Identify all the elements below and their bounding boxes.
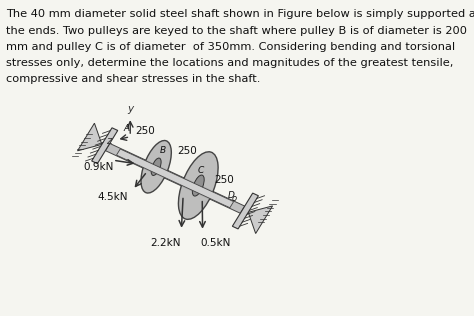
Text: 250: 250 bbox=[135, 126, 155, 136]
Text: 2.2kN: 2.2kN bbox=[150, 238, 181, 248]
Text: mm and pulley C is of diameter  of 350mm. Considering bending and torsional: mm and pulley C is of diameter of 350mm.… bbox=[6, 42, 455, 52]
Polygon shape bbox=[232, 193, 258, 229]
Text: the ends. Two pulleys are keyed to the shaft where pulley B is of diameter is 20: the ends. Two pulleys are keyed to the s… bbox=[6, 26, 467, 35]
Text: A: A bbox=[124, 124, 130, 133]
Text: o: o bbox=[232, 194, 237, 203]
Text: stresses only, determine the locations and magnitudes of the greatest tensile,: stresses only, determine the locations a… bbox=[6, 58, 453, 68]
Ellipse shape bbox=[151, 158, 161, 175]
Text: y: y bbox=[127, 104, 133, 113]
Ellipse shape bbox=[192, 175, 204, 196]
Text: compressive and shear stresses in the shaft.: compressive and shear stresses in the sh… bbox=[6, 74, 260, 84]
Text: D: D bbox=[228, 191, 235, 200]
Text: C: C bbox=[197, 166, 203, 175]
Polygon shape bbox=[117, 149, 234, 208]
Text: z: z bbox=[106, 137, 111, 146]
Polygon shape bbox=[248, 206, 273, 234]
Polygon shape bbox=[105, 143, 245, 213]
Ellipse shape bbox=[178, 152, 218, 219]
Text: 250: 250 bbox=[214, 175, 234, 185]
Text: 0.5kN: 0.5kN bbox=[201, 238, 231, 248]
Polygon shape bbox=[91, 128, 118, 164]
Text: 250: 250 bbox=[177, 146, 197, 156]
Polygon shape bbox=[78, 123, 102, 151]
Text: B: B bbox=[160, 147, 166, 155]
Text: The 40 mm diameter solid steel shaft shown in Figure below is simply supported a: The 40 mm diameter solid steel shaft sho… bbox=[6, 9, 474, 19]
Text: 0.9kN: 0.9kN bbox=[83, 162, 114, 172]
Ellipse shape bbox=[141, 141, 171, 193]
Text: 4.5kN: 4.5kN bbox=[98, 191, 128, 202]
